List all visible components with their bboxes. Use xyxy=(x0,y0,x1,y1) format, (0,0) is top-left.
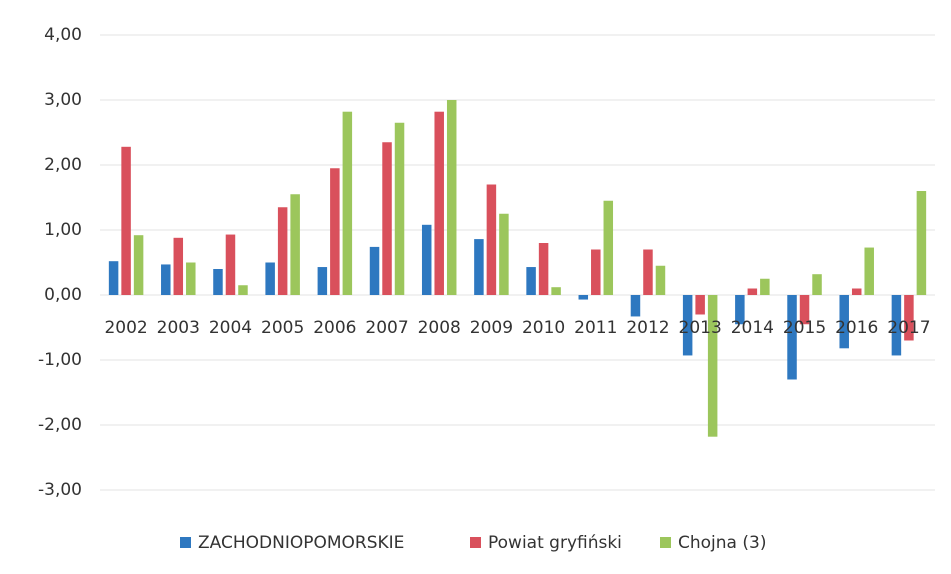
bar xyxy=(682,295,693,356)
x-tick-label: 2004 xyxy=(209,318,252,338)
bar xyxy=(747,288,758,295)
legend-label: Powiat gryfiński xyxy=(488,533,622,553)
x-tick-label: 2006 xyxy=(313,318,356,338)
x-tick-label: 2002 xyxy=(104,318,147,338)
legend-label: Chojna (3) xyxy=(678,533,766,553)
bar xyxy=(603,200,614,295)
bar xyxy=(839,295,849,349)
bar xyxy=(916,191,927,295)
bar xyxy=(394,122,405,295)
bar xyxy=(317,267,328,295)
bar xyxy=(591,249,601,295)
bar xyxy=(707,295,718,437)
bar xyxy=(695,295,705,315)
bar xyxy=(787,295,797,380)
x-tick-label: 2003 xyxy=(157,318,200,338)
bar xyxy=(342,111,353,295)
bar xyxy=(538,243,549,295)
legend-swatch xyxy=(660,537,671,548)
bar xyxy=(578,295,589,300)
legend-swatch xyxy=(180,537,191,548)
bar xyxy=(526,267,536,295)
y-tick-label: -3,00 xyxy=(38,480,82,500)
y-tick-label: -1,00 xyxy=(38,350,82,370)
bar xyxy=(851,288,862,295)
bar xyxy=(161,264,171,295)
bar xyxy=(382,142,392,295)
bar xyxy=(904,295,914,341)
bar xyxy=(446,100,457,295)
y-tick-label: -2,00 xyxy=(38,415,82,435)
x-tick-label: 2016 xyxy=(835,318,878,338)
bar xyxy=(499,213,509,295)
x-tick-label: 2012 xyxy=(626,318,669,338)
bar xyxy=(330,168,340,295)
x-tick-label: 2011 xyxy=(574,318,617,338)
bar xyxy=(891,295,902,356)
y-tick-label: 1,00 xyxy=(44,220,82,240)
bar xyxy=(290,194,300,295)
bar xyxy=(121,146,131,295)
bar xyxy=(799,295,810,325)
x-tick-label: 2009 xyxy=(470,318,513,338)
bar xyxy=(108,261,119,295)
bar xyxy=(474,239,484,295)
bar xyxy=(864,247,874,295)
y-tick-label: 2,00 xyxy=(44,155,82,175)
bar xyxy=(213,269,223,295)
x-tick-label: 2008 xyxy=(418,318,461,338)
bar xyxy=(265,262,275,295)
y-tick-label: 3,00 xyxy=(44,90,82,110)
x-tick-label: 2014 xyxy=(731,318,774,338)
bar xyxy=(186,262,196,295)
bar xyxy=(277,207,288,295)
bar xyxy=(133,235,144,295)
bar xyxy=(225,234,236,295)
x-tick-label: 2007 xyxy=(365,318,408,338)
bar xyxy=(643,249,653,295)
legend-label: ZACHODNIOPOMORSKIE xyxy=(198,533,404,553)
x-tick-label: 2005 xyxy=(261,318,304,338)
bar xyxy=(735,295,745,325)
bar xyxy=(812,274,822,295)
bar xyxy=(369,246,380,295)
bar xyxy=(173,237,184,295)
x-tick-label: 2017 xyxy=(887,318,930,338)
bar xyxy=(551,287,561,295)
bar xyxy=(630,295,641,317)
x-tick-label: 2015 xyxy=(783,318,826,338)
bar xyxy=(655,265,666,295)
bar xyxy=(760,278,770,295)
x-tick-label: 2013 xyxy=(679,318,722,338)
bar xyxy=(434,111,444,295)
y-tick-label: 4,00 xyxy=(44,25,82,45)
bar xyxy=(486,184,497,295)
x-tick-label: 2010 xyxy=(522,318,565,338)
bar xyxy=(421,224,432,295)
y-tick-label: 0,00 xyxy=(44,285,82,305)
legend-swatch xyxy=(470,537,481,548)
bar xyxy=(238,285,248,295)
